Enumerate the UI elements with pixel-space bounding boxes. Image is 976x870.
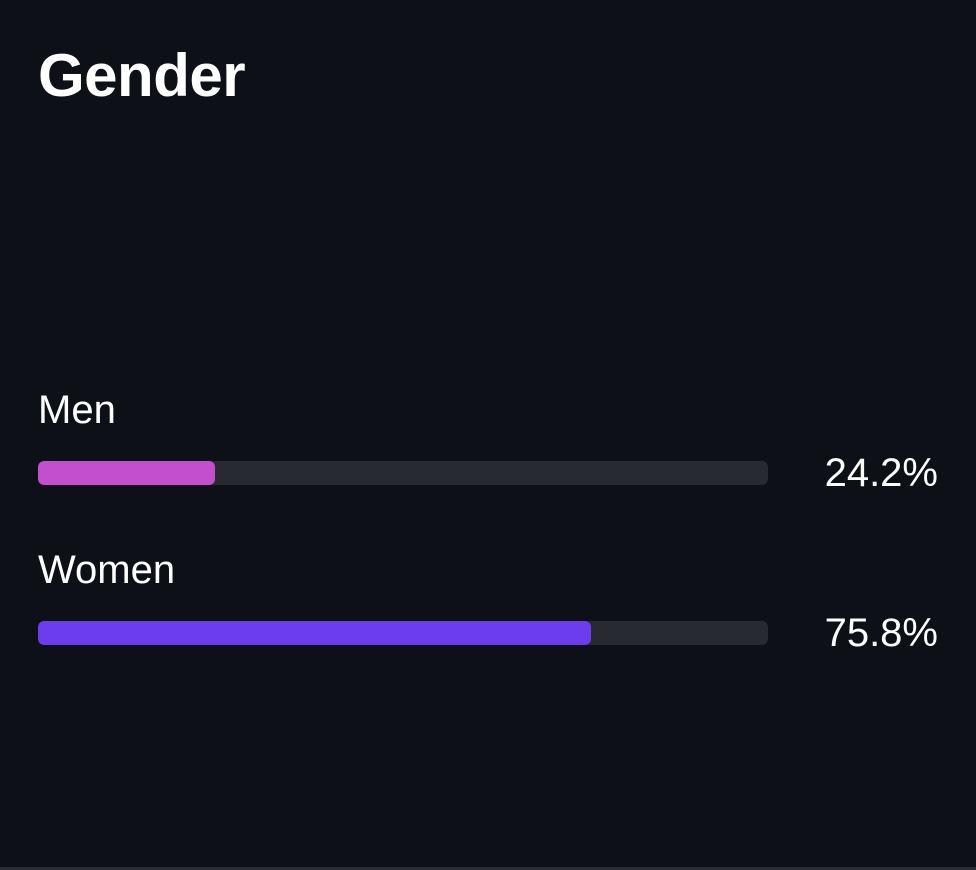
progress-track-women — [38, 621, 768, 645]
percent-value-women: 75.8% — [824, 611, 938, 655]
card-title: Gender — [38, 42, 246, 109]
progress-track-men — [38, 461, 768, 485]
progress-fill-men — [38, 461, 215, 485]
bar-line-women: 75.8% — [38, 596, 938, 655]
gender-row-women: Women 75.8% — [38, 546, 938, 655]
gender-row-men: Men 24.2% — [38, 386, 938, 495]
progress-fill-women — [38, 621, 592, 645]
percent-value-men: 24.2% — [824, 451, 938, 495]
row-label-men: Men — [38, 388, 116, 432]
row-label-women: Women — [38, 548, 176, 592]
bar-line-men: 24.2% — [38, 436, 938, 495]
